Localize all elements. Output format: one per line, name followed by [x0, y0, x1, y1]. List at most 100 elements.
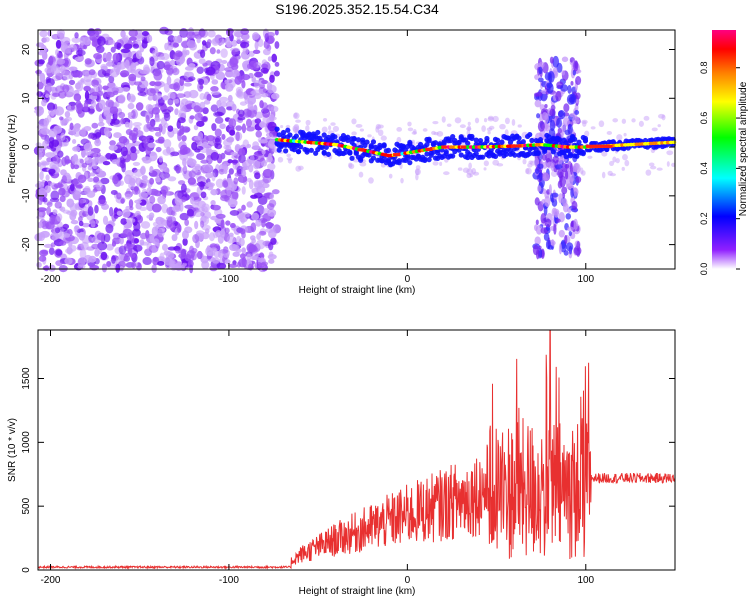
spectrogram-cell [671, 162, 676, 168]
snr-y-ticks: 0 500 1000 1500 [21, 367, 675, 573]
spectrogram-cell [135, 102, 144, 111]
spectrogram-cell [196, 66, 204, 75]
spectrogram-cell [90, 153, 99, 158]
spectrogram-cell [119, 70, 130, 78]
spectrogram-cell [529, 137, 535, 144]
spectrogram-cell [128, 199, 134, 208]
spectrogram-cell [83, 185, 91, 195]
spectrogram-cell [138, 191, 148, 199]
spectrogram-cell [135, 177, 142, 185]
spectrogram-cell [151, 168, 162, 178]
spectrogram-cell [556, 218, 561, 223]
spectrogram-cell [510, 144, 522, 148]
spectrogram-cell [292, 112, 300, 120]
spectrogram-cell [575, 176, 582, 183]
spectrogram-cell [396, 158, 402, 164]
spectrogram-cell [535, 224, 543, 235]
spectrogram-cell [550, 239, 555, 248]
spectrogram-cell [486, 127, 493, 132]
spectrogram-cell [115, 263, 121, 273]
spectrogram-cell [111, 159, 120, 165]
spectrogram-cell [443, 148, 449, 155]
spectrogram-cell [631, 118, 636, 123]
spectrogram-cell [286, 153, 291, 158]
spectrogram-cell [146, 34, 153, 43]
spectrogram-cell [93, 28, 102, 35]
spectrogram-cell [41, 250, 49, 255]
spectrogram-cell [285, 127, 291, 133]
spectrogram-cell [499, 139, 505, 145]
spectrogram-cell [638, 120, 644, 127]
spectrogram-cell [456, 147, 462, 153]
spectrogram-cell [93, 52, 103, 60]
spectrogram-cell [200, 220, 205, 228]
spectrogram-cell [258, 139, 268, 144]
spectrogram-cell [45, 76, 51, 83]
spectrogram-cell [153, 71, 163, 81]
spectrogram-cell [574, 110, 580, 115]
spectrogram-cell [550, 162, 555, 172]
spectrogram-cell [450, 133, 456, 140]
spectrogram-cell [499, 123, 506, 130]
spectrogram-cell [175, 164, 181, 174]
colorbar-tick-label: 0.2 [699, 212, 709, 225]
spectrogram-cell [534, 236, 541, 245]
spectrogram-cell [582, 138, 589, 144]
spectrogram-cell [218, 168, 225, 175]
spectrogram-cell [268, 251, 274, 257]
spectrogram-cell [495, 137, 501, 143]
spectrogram-cell [562, 116, 570, 127]
spectrogram-cell [132, 57, 137, 63]
spectrogram-cell [105, 152, 113, 160]
spectrogram-cell [315, 129, 321, 136]
spectrogram-cell [377, 129, 384, 137]
spectrogram-cell [557, 127, 562, 134]
spectrogram-cell [88, 236, 93, 244]
spectrogram-cell [537, 163, 544, 169]
spectrogram-cell [571, 200, 578, 210]
spectrogram-cell [105, 99, 115, 108]
spectrogram-cells [33, 26, 677, 274]
spectrogram-cell [234, 75, 242, 85]
spectrogram-cell [226, 106, 234, 111]
x-tick-label: -100 [219, 575, 239, 586]
spectrogram-cell [120, 218, 128, 225]
spectrogram-cell [492, 153, 499, 160]
spectrogram-cell [520, 139, 526, 145]
spectrogram-cell [59, 116, 64, 121]
spectrogram-cell [199, 92, 206, 101]
spectrogram-cell [112, 175, 119, 185]
spectrogram-cell [179, 212, 189, 221]
spectrogram-cell [103, 233, 111, 243]
spectrogram-cell [321, 126, 328, 133]
spectrogram-cell [473, 137, 479, 143]
spectrogram-cell [52, 92, 61, 98]
spectrogram-cell [553, 210, 559, 218]
spectrogram-cell [100, 251, 108, 261]
spectrogram-cell [84, 90, 90, 101]
spectrogram-cell [176, 34, 183, 44]
spectrogram-cell [210, 247, 218, 253]
spectrogram-cell [261, 63, 269, 70]
spectrogram-cell [231, 49, 236, 56]
spectrogram-cell [549, 108, 556, 117]
spectrogram-cell [351, 131, 357, 136]
spectrogram-cell [173, 82, 180, 92]
spectrogram-cell [157, 136, 165, 144]
spectrogram-cell [351, 118, 357, 125]
spectrogram-cell [95, 45, 105, 54]
spectrogram-cell [612, 156, 617, 163]
spectrogram-cell [94, 248, 100, 257]
spectrogram-cell [504, 117, 510, 125]
spectrogram-cell [251, 77, 256, 83]
spectrogram-cell [227, 94, 233, 103]
spectrogram-cell [118, 245, 127, 255]
spectrogram-cell [117, 260, 126, 269]
spectrogram-cell [436, 130, 444, 137]
spectrogram-cell [187, 177, 197, 185]
spectrogram-cell [216, 99, 222, 107]
spectrogram-cell [441, 116, 446, 123]
spectrogram-cell [133, 186, 139, 192]
spectrogram-cell [45, 174, 50, 181]
spectrogram-cell [44, 185, 51, 194]
